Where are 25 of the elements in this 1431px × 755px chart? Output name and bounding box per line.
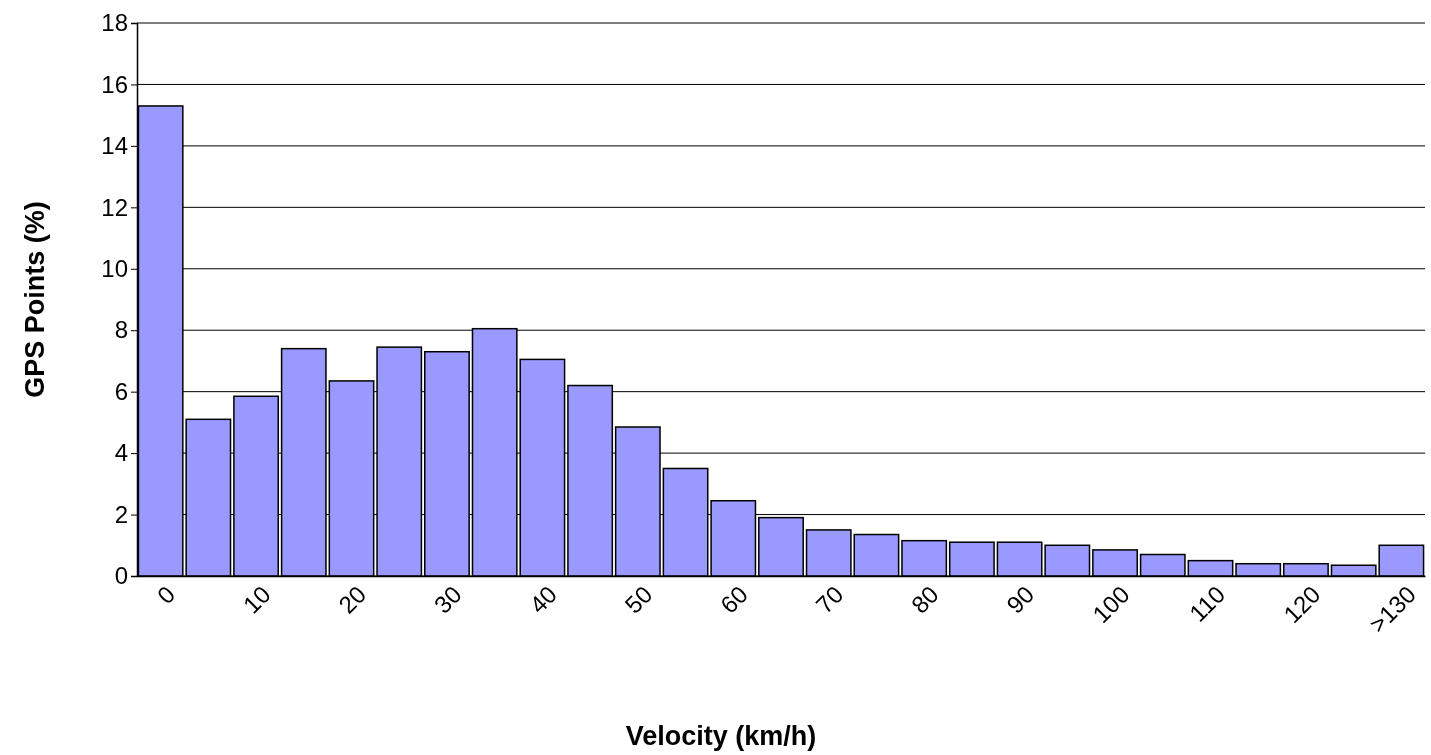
x-tick-label: 120 xyxy=(1278,580,1326,628)
y-tick-label: 12 xyxy=(101,193,128,221)
x-axis-title: Velocity (km/h) xyxy=(625,721,817,751)
y-tick-label: 2 xyxy=(114,500,128,528)
x-tick-label: 70 xyxy=(810,580,849,619)
y-tick-label: 8 xyxy=(114,316,128,344)
y-tick-label: 6 xyxy=(114,377,128,405)
y-tick-label: 16 xyxy=(101,70,128,98)
x-tick-label: 50 xyxy=(619,580,658,619)
y-tick-label: 10 xyxy=(101,254,128,282)
y-tick-label: 4 xyxy=(114,439,128,467)
x-tick-label: 110 xyxy=(1184,580,1231,627)
x-tick-label: 100 xyxy=(1087,580,1135,628)
y-axis-title: GPS Points (%) xyxy=(20,201,50,398)
x-tick-label: 60 xyxy=(714,580,753,619)
x-tick-label: 90 xyxy=(1001,580,1040,619)
x-tick-label: 10 xyxy=(237,580,276,619)
x-tick-label: 30 xyxy=(428,580,467,619)
y-tick-label: 18 xyxy=(101,9,128,37)
y-tick-label: 0 xyxy=(114,562,128,590)
x-tick-label: 80 xyxy=(905,580,944,619)
x-tick-label: 20 xyxy=(333,580,372,619)
x-tick-label: 40 xyxy=(524,580,563,619)
x-tick-label: 0 xyxy=(151,580,181,610)
y-tick-label: 14 xyxy=(101,132,128,160)
